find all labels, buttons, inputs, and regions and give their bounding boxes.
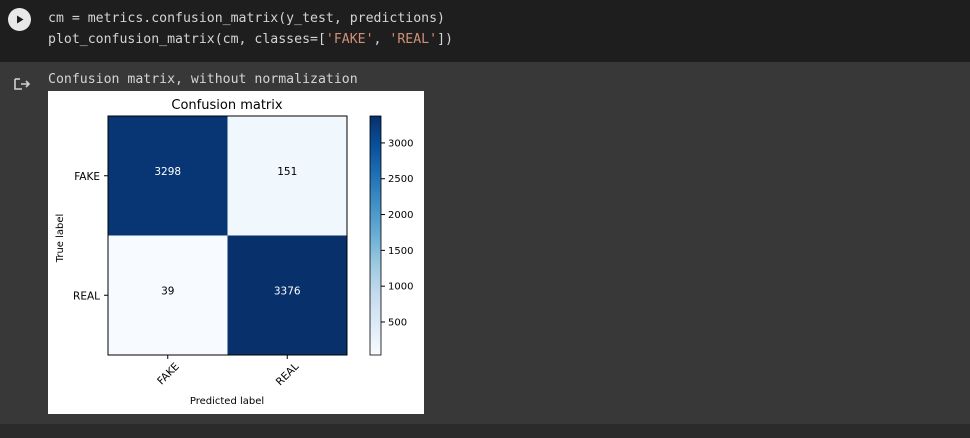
cell-value-label: 151 bbox=[277, 166, 297, 178]
code-line-2: plot_confusion_matrix(cm, classes=['FAKE… bbox=[48, 32, 453, 47]
colorbar-tick-label: 1500 bbox=[388, 246, 413, 257]
confusion-matrix-figure: Confusion matrix 3298 151 39 3376 FAKE REAL F… bbox=[48, 91, 424, 414]
output-icon[interactable] bbox=[13, 76, 31, 96]
code-line-1: cm = metrics.confusion_matrix(y_test, pr… bbox=[48, 11, 445, 26]
code-editor[interactable]: cm = metrics.confusion_matrix(y_test, pr… bbox=[48, 8, 453, 50]
play-icon bbox=[17, 15, 24, 24]
output-area: Confusion matrix, without normalization … bbox=[0, 62, 970, 424]
colorbar-tick-label: 3000 bbox=[388, 138, 413, 149]
x-tick-label: REAL bbox=[274, 361, 302, 389]
x-axis-label: Predicted label bbox=[190, 396, 264, 407]
x-tick-label: FAKE bbox=[155, 361, 182, 388]
matrix-cell bbox=[108, 235, 228, 355]
bottom-strip bbox=[0, 424, 970, 438]
code-cell[interactable]: cm = metrics.confusion_matrix(y_test, pr… bbox=[0, 0, 970, 62]
colorbar bbox=[369, 115, 382, 356]
plot-frame bbox=[107, 115, 348, 356]
run-cell-button[interactable] bbox=[8, 8, 31, 31]
matrix-cell bbox=[227, 116, 347, 236]
matrix-cell bbox=[227, 235, 347, 355]
y-axis-label: True label bbox=[55, 214, 66, 264]
confusion-matrix-chart: Confusion matrix 3298 151 39 3376 FAKE REAL F… bbox=[55, 98, 413, 407]
cell-value-label: 3376 bbox=[274, 285, 301, 297]
colorbar-tick-label: 2500 bbox=[388, 174, 413, 185]
colorbar-tick-label: 2000 bbox=[388, 210, 413, 221]
colorbar-tick-label: 1000 bbox=[388, 282, 413, 293]
y-tick-label: REAL bbox=[73, 290, 100, 302]
y-tick-label: FAKE bbox=[74, 171, 100, 183]
output-arrow-icon bbox=[14, 78, 31, 90]
cell-value-label: 39 bbox=[161, 285, 174, 297]
chart-title: Confusion matrix bbox=[171, 98, 282, 113]
matrix-cell bbox=[108, 116, 228, 236]
output-text: Confusion matrix, without normalization bbox=[48, 72, 358, 87]
cell-value-label: 3298 bbox=[154, 166, 181, 178]
colorbar-tick-label: 500 bbox=[388, 317, 407, 328]
